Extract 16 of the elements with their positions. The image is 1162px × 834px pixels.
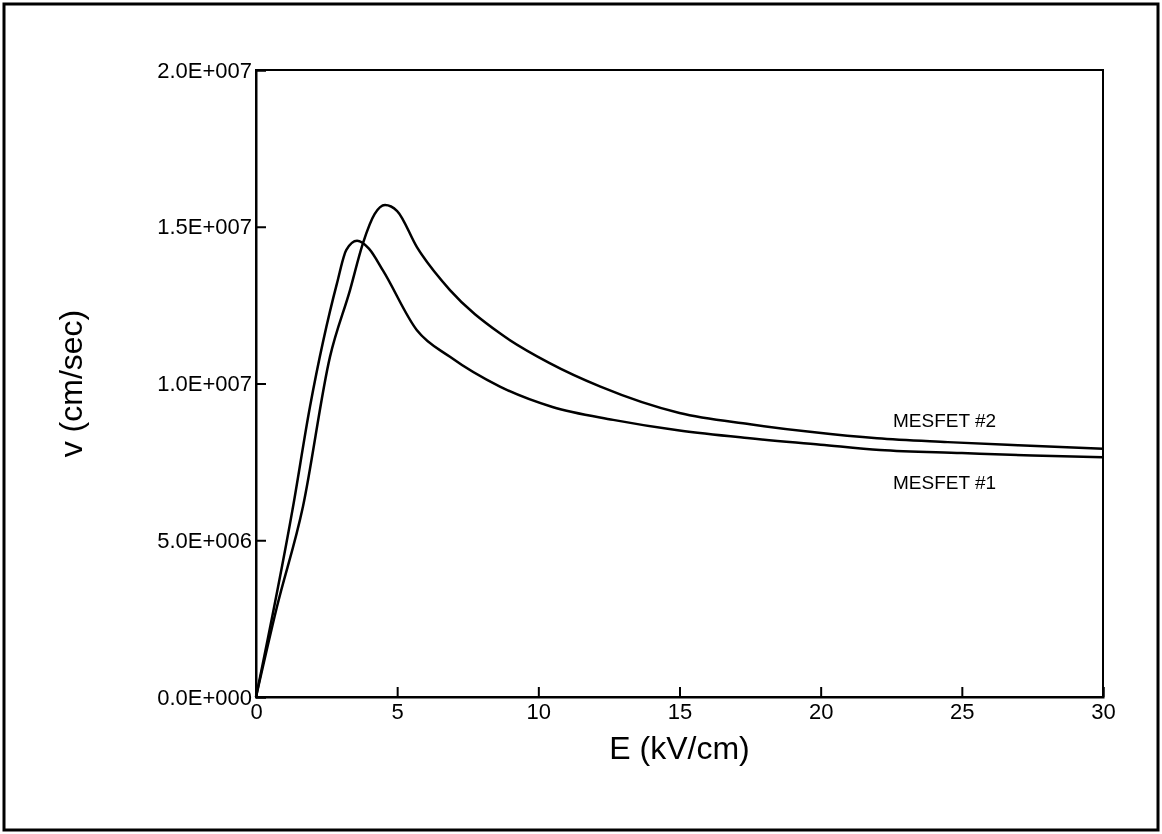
series-label: MESFET #2 bbox=[893, 409, 997, 431]
series-label: MESFET #1 bbox=[893, 472, 997, 494]
y-tick-label: 1.0E+007 bbox=[157, 371, 252, 397]
x-tick-label: 30 bbox=[1091, 698, 1116, 724]
x-tick-label: 20 bbox=[808, 698, 834, 724]
x-tick-label: 0 bbox=[250, 698, 263, 724]
x-tick-label: 5 bbox=[391, 698, 404, 724]
y-tick-label: 1.5E+007 bbox=[157, 214, 252, 240]
x-tick-label: 15 bbox=[667, 698, 693, 724]
y-axis-title: v (cm/sec) bbox=[53, 309, 89, 458]
x-tick-label: 25 bbox=[950, 698, 975, 724]
x-axis-title: E (kV/cm) bbox=[609, 730, 750, 766]
y-tick-label: 2.0E+007 bbox=[157, 57, 252, 83]
y-tick-label: 5.0E+006 bbox=[157, 527, 252, 553]
y-tick-label: 0.0E+000 bbox=[157, 684, 252, 710]
x-tick-label: 10 bbox=[526, 698, 552, 724]
